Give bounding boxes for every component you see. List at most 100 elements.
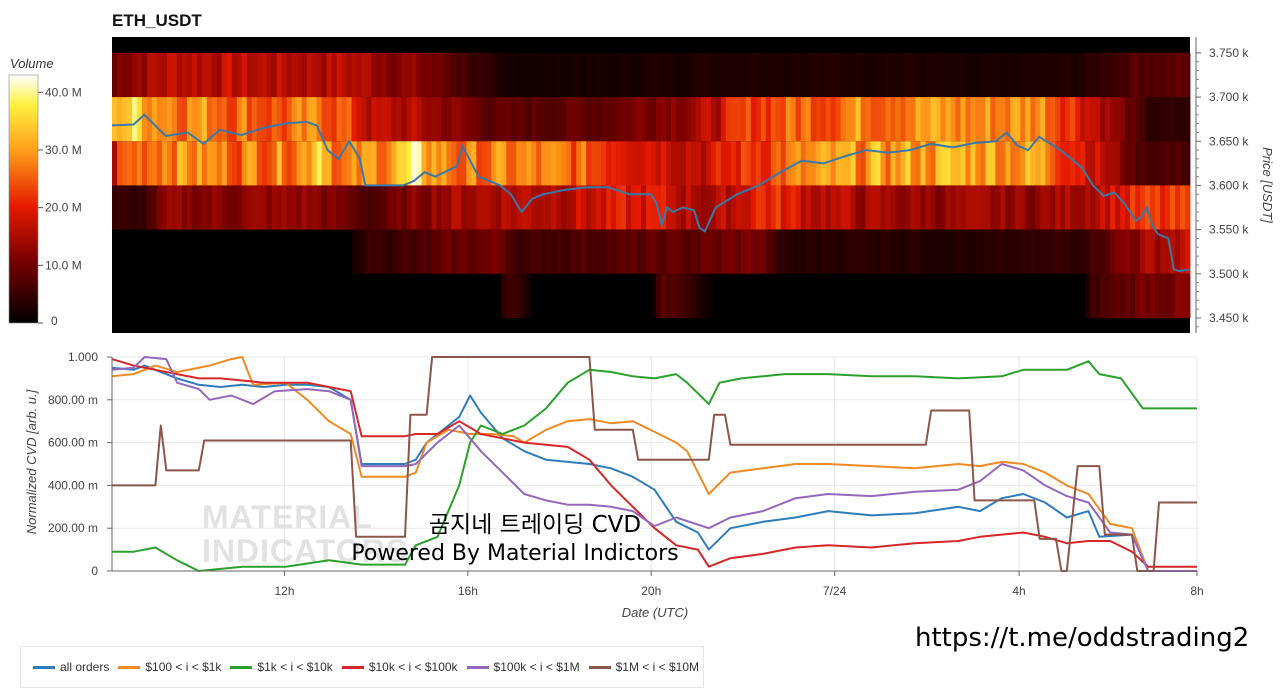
heatmap-cell: [730, 185, 737, 230]
heatmap-cell: [376, 52, 382, 98]
heatmap-cell: [1145, 97, 1151, 142]
heatmap-cell: [1000, 52, 1006, 98]
heatmap-cell: [206, 52, 213, 98]
heatmap-cell: [186, 141, 193, 186]
heatmap-cell: [765, 185, 772, 230]
heatmap-cell: [586, 273, 592, 318]
heatmap-cell: [296, 229, 303, 274]
legend-item[interactable]: $100 < i < $1k: [118, 660, 221, 674]
heatmap-cell: [795, 229, 802, 274]
heatmap-cell: [1175, 141, 1181, 186]
heatmap-cell: [1165, 229, 1171, 274]
heatmap-cell: [251, 185, 258, 230]
heatmap-cell: [695, 52, 702, 98]
heatmap-cell: [860, 273, 866, 318]
heatmap-cell: [526, 185, 532, 230]
heatmap-cell: [431, 229, 437, 274]
heatmap-cell: [281, 97, 288, 142]
heatmap-cell: [406, 52, 412, 98]
heatmap-cell: [665, 97, 672, 142]
heatmap-cell: [1025, 273, 1031, 318]
heatmap-cell: [1040, 97, 1046, 142]
heatmap-cell: [421, 273, 427, 318]
heatmap-cell: [486, 52, 492, 98]
heatmap-cell: [690, 52, 697, 98]
heatmap-cell: [401, 97, 407, 142]
cvd-y-ticks: 1.000 800.00 m 600.00 m 400.00 m 200.00 m 0: [48, 350, 112, 578]
legend-item[interactable]: $1M < i < $10M: [588, 660, 699, 674]
heatmap-cell: [740, 273, 747, 318]
heatmap-cell: [341, 52, 347, 98]
heatmap-cell: [670, 185, 677, 230]
legend-item[interactable]: $1k < i < $10k: [230, 660, 333, 674]
cvd-y-tick-label: 600.00 m: [48, 436, 98, 450]
heatmap-cell: [925, 273, 931, 318]
heatmap-cell: [1045, 52, 1051, 98]
heatmap-cell: [136, 273, 143, 318]
heatmap-cell: [476, 185, 482, 230]
heatmap-cell: [381, 52, 387, 98]
legend-item[interactable]: all orders: [33, 660, 109, 674]
heatmap-cell: [880, 185, 886, 230]
heatmap-cell: [755, 229, 762, 274]
heatmap-cell: [151, 273, 158, 318]
heatmap-cell: [1120, 97, 1126, 142]
heatmap-cell: [571, 52, 577, 98]
heatmap-cell: [591, 229, 597, 274]
legend-item[interactable]: $100k < i < $1M: [466, 660, 580, 674]
heatmap-cell: [446, 97, 452, 142]
heatmap-cell: [765, 52, 772, 98]
heatmap-cell: [1035, 229, 1041, 274]
heatmap-cell: [601, 273, 607, 318]
heatmap-cell: [1050, 97, 1056, 142]
heatmap-cell: [1120, 229, 1126, 274]
heatmap-cell: [1165, 185, 1171, 230]
heatmap-cell: [376, 273, 382, 318]
heatmap-cell: [970, 185, 976, 230]
heatmap-cell: [461, 229, 467, 274]
heatmap-cell: [176, 141, 183, 186]
heatmap-cell: [411, 229, 417, 274]
heatmap-cell: [950, 52, 956, 98]
heatmap-cell: [805, 141, 812, 186]
heatmap-cell: [646, 273, 652, 318]
legend-label: $1k < i < $10k: [257, 660, 333, 674]
heatmap-cell: [396, 141, 402, 186]
heatmap-cell: [825, 273, 832, 318]
heatmap-cell: [391, 52, 397, 98]
heatmap-cell: [970, 273, 976, 318]
heatmap-cell: [521, 229, 527, 274]
heatmap-cell: [226, 229, 233, 274]
heatmap-cell: [1075, 52, 1081, 98]
legend-item[interactable]: $10k < i < $100k: [341, 660, 458, 674]
cvd-y-tick-label: 0: [91, 564, 98, 578]
heatmap-cell: [955, 229, 961, 274]
heatmap-cell: [800, 273, 807, 318]
heatmap-cell: [760, 141, 767, 186]
heatmap-cell: [636, 141, 642, 186]
heatmap-cell: [1175, 273, 1181, 318]
heatmap-cell: [1085, 185, 1091, 230]
heatmap-cell: [1130, 97, 1136, 142]
heatmap-cell: [970, 141, 976, 186]
heatmap-cell: [755, 141, 762, 186]
heatmap-cell: [121, 97, 128, 142]
heatmap-cell: [451, 273, 457, 318]
heatmap-cell: [456, 97, 462, 142]
heatmap-cell: [556, 52, 562, 98]
heatmap-cell: [820, 97, 827, 142]
heatmap-cell: [1030, 273, 1036, 318]
heatmap-cell: [546, 273, 552, 318]
heatmap-cell: [301, 273, 308, 318]
telegram-link[interactable]: https://t.me/oddstrading2: [915, 623, 1250, 653]
heatmap-cell: [316, 273, 323, 318]
heatmap-cell: [371, 97, 377, 142]
heatmap-cell: [651, 97, 657, 142]
heatmap-cell: [815, 185, 822, 230]
heatmap-cell: [621, 141, 627, 186]
heatmap-cell: [1100, 185, 1106, 230]
heatmap-cell: [241, 141, 248, 186]
heatmap-cell: [660, 229, 667, 274]
heatmap-cell: [291, 97, 298, 142]
heatmap-cell: [551, 185, 557, 230]
